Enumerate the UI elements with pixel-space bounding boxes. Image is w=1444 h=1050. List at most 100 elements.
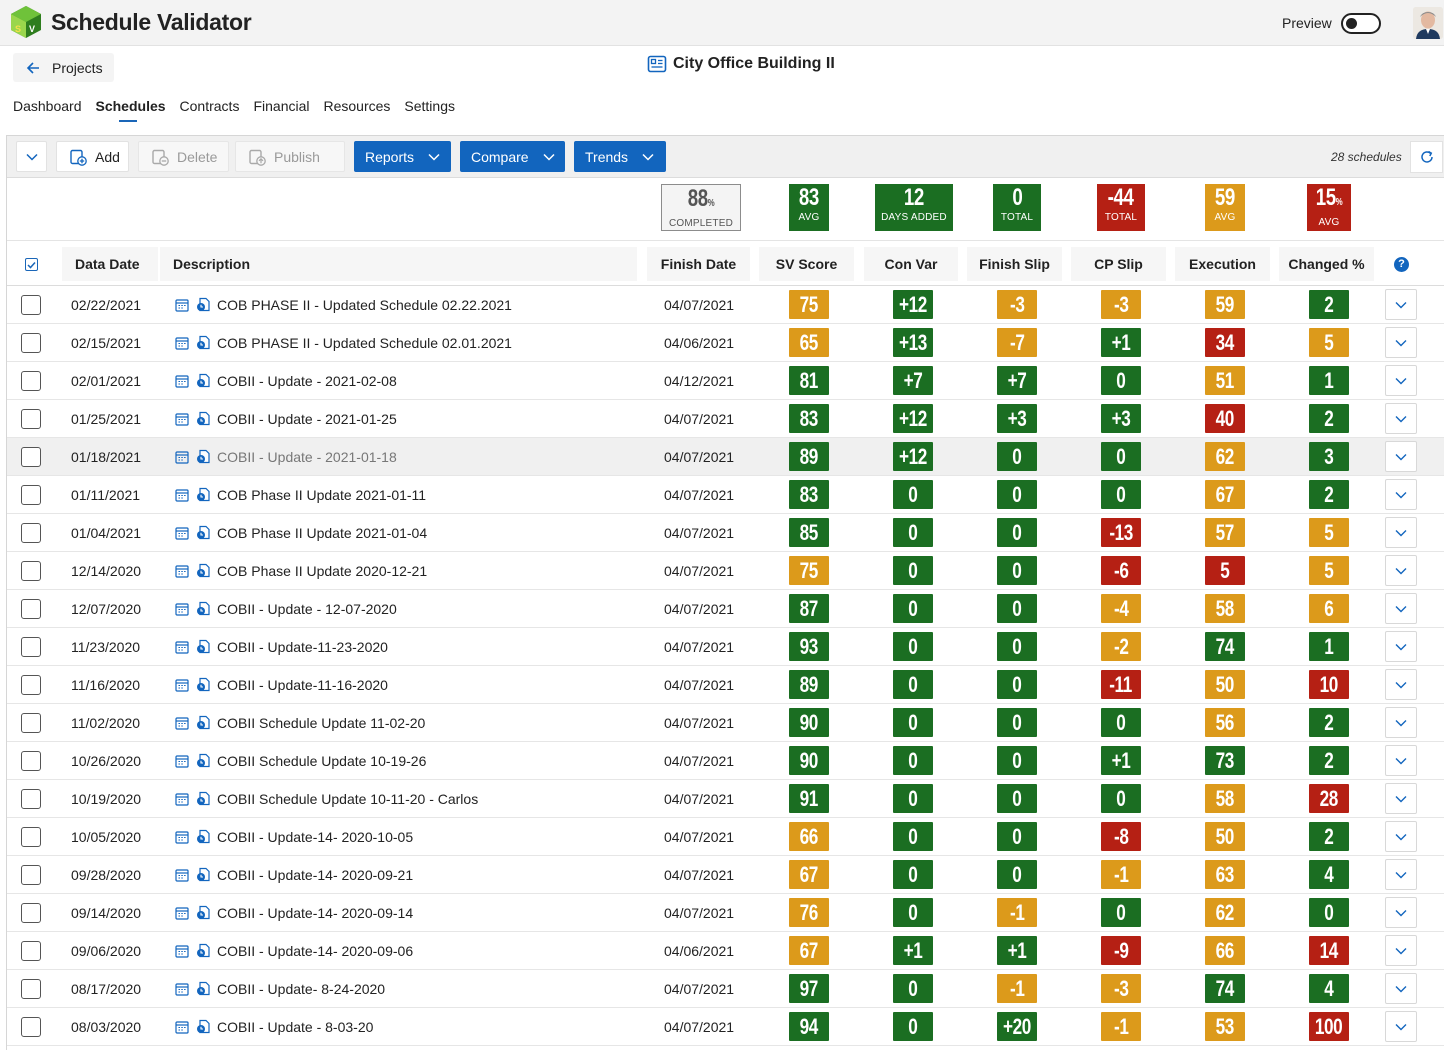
table-row[interactable]: 11/02/2020 COBII Schedule Update 11-02-20… — [7, 704, 1444, 742]
calendar-icon[interactable] — [175, 1020, 189, 1034]
schedule-file-icon[interactable] — [196, 753, 211, 768]
row-checkbox[interactable] — [21, 903, 41, 923]
table-row[interactable]: 02/01/2021 COBII - Update - 2021-02-08 04/… — [7, 362, 1444, 400]
schedule-description[interactable]: COB Phase II Update 2021-01-04 — [217, 525, 428, 541]
table-row[interactable]: 12/14/2020 COB Phase II Update 2020-12-21… — [7, 552, 1444, 590]
schedule-description[interactable]: COB Phase II Update 2020-12-21 — [217, 563, 428, 579]
schedule-file-icon[interactable] — [196, 943, 211, 958]
expand-row-button[interactable] — [1385, 517, 1417, 548]
avatar[interactable] — [1413, 7, 1443, 39]
table-row[interactable]: 01/04/2021 COB Phase II Update 2021-01-04… — [7, 514, 1444, 552]
calendar-icon[interactable] — [175, 564, 189, 578]
col-finish-date[interactable]: Finish Date — [647, 247, 750, 281]
row-checkbox[interactable] — [21, 599, 41, 619]
col-cp-slip[interactable]: CP Slip — [1071, 247, 1166, 281]
expand-row-button[interactable] — [1385, 479, 1417, 510]
schedule-description[interactable]: COBII - Update-14- 2020-09-06 — [217, 943, 414, 959]
schedule-description[interactable]: COBII - Update-14- 2020-09-21 — [217, 867, 414, 883]
schedule-description[interactable]: COBII Schedule Update 11-02-20 — [217, 715, 426, 731]
row-checkbox[interactable] — [21, 371, 41, 391]
schedule-description[interactable]: COBII - Update-11-23-2020 — [217, 639, 388, 655]
row-checkbox[interactable] — [21, 751, 41, 771]
table-row[interactable]: 11/16/2020 COBII - Update-11-16-2020 04/07… — [7, 666, 1444, 704]
row-checkbox[interactable] — [21, 1017, 41, 1037]
select-all-checkbox[interactable] — [25, 258, 38, 271]
schedule-description[interactable]: COBII Schedule Update 10-11-20 - Carlos — [217, 791, 479, 807]
schedule-description[interactable]: COBII - Update- 8-24-2020 — [217, 981, 386, 997]
expand-row-button[interactable] — [1385, 631, 1417, 662]
row-checkbox[interactable] — [21, 561, 41, 581]
add-button[interactable]: Add — [56, 141, 129, 172]
tab-dashboard[interactable]: Dashboard — [13, 98, 82, 114]
calendar-icon[interactable] — [175, 602, 189, 616]
calendar-icon[interactable] — [175, 792, 189, 806]
tab-resources[interactable]: Resources — [323, 98, 391, 114]
col-execution[interactable]: Execution — [1175, 247, 1270, 281]
row-checkbox[interactable] — [21, 675, 41, 695]
expand-row-button[interactable] — [1385, 745, 1417, 776]
row-checkbox[interactable] — [21, 941, 41, 961]
schedule-file-icon[interactable] — [196, 297, 211, 312]
expand-row-button[interactable] — [1385, 973, 1417, 1004]
table-row[interactable]: 01/18/2021 COBII - Update - 2021-01-18 04/… — [7, 438, 1444, 476]
tab-contracts[interactable]: Contracts — [179, 98, 240, 114]
schedule-description[interactable]: COBII - Update - 2021-01-18 — [217, 449, 397, 465]
calendar-icon[interactable] — [175, 982, 189, 996]
col-changed[interactable]: Changed % — [1279, 247, 1374, 281]
schedule-file-icon[interactable] — [196, 639, 211, 654]
back-to-projects-button[interactable]: Projects — [13, 53, 114, 82]
table-row[interactable]: 10/05/2020 COBII - Update-14- 2020-10-05 0… — [7, 818, 1444, 856]
row-checkbox[interactable] — [21, 637, 41, 657]
preview-toggle[interactable] — [1341, 13, 1381, 34]
schedule-file-icon[interactable] — [196, 677, 211, 692]
schedule-description[interactable]: COBII - Update - 2021-01-25 — [217, 411, 397, 427]
schedule-file-icon[interactable] — [196, 449, 211, 464]
col-con-var[interactable]: Con Var — [864, 247, 958, 281]
expand-row-button[interactable] — [1385, 555, 1417, 586]
calendar-icon[interactable] — [175, 830, 189, 844]
schedule-description[interactable]: COBII - Update - 12-07-2020 — [217, 601, 397, 617]
schedule-description[interactable]: COB Phase II Update 2021-01-11 — [217, 487, 427, 503]
row-checkbox[interactable] — [21, 295, 41, 315]
table-row[interactable]: 02/15/2021 COB PHASE II - Updated Schedul… — [7, 324, 1444, 362]
col-sv-score[interactable]: SV Score — [759, 247, 854, 281]
table-row[interactable]: 01/11/2021 COB Phase II Update 2021-01-11… — [7, 476, 1444, 514]
table-row[interactable]: 09/14/2020 COBII - Update-14- 2020-09-14 0… — [7, 894, 1444, 932]
expand-row-button[interactable] — [1385, 593, 1417, 624]
calendar-icon[interactable] — [175, 906, 189, 920]
row-checkbox[interactable] — [21, 979, 41, 999]
row-checkbox[interactable] — [21, 409, 41, 429]
help-icon[interactable]: ? — [1394, 257, 1409, 272]
calendar-icon[interactable] — [175, 488, 189, 502]
schedule-file-icon[interactable] — [196, 905, 211, 920]
row-checkbox[interactable] — [21, 713, 41, 733]
table-row[interactable]: 12/07/2020 COBII - Update - 12-07-2020 04/… — [7, 590, 1444, 628]
schedule-file-icon[interactable] — [196, 829, 211, 844]
calendar-icon[interactable] — [175, 716, 189, 730]
trends-dropdown[interactable]: Trends — [574, 141, 666, 172]
col-finish-slip[interactable]: Finish Slip — [967, 247, 1062, 281]
table-row[interactable]: 01/25/2021 COBII - Update - 2021-01-25 04/… — [7, 400, 1444, 438]
schedule-file-icon[interactable] — [196, 1019, 211, 1034]
calendar-icon[interactable] — [175, 526, 189, 540]
expand-row-button[interactable] — [1385, 783, 1417, 814]
col-description[interactable]: Description — [160, 247, 637, 281]
row-checkbox[interactable] — [21, 485, 41, 505]
schedule-description[interactable]: COBII - Update-14- 2020-09-14 — [217, 905, 414, 921]
row-checkbox[interactable] — [21, 827, 41, 847]
col-data-date[interactable]: Data Date — [62, 247, 158, 281]
expand-row-button[interactable] — [1385, 821, 1417, 852]
expand-row-button[interactable] — [1385, 441, 1417, 472]
expand-row-button[interactable] — [1385, 707, 1417, 738]
collapse-button[interactable] — [16, 141, 47, 172]
schedule-description[interactable]: COBII - Update-14- 2020-10-05 — [217, 829, 414, 845]
row-checkbox[interactable] — [21, 523, 41, 543]
schedule-description[interactable]: COB PHASE II - Updated Schedule 02.01.20… — [217, 335, 512, 351]
calendar-icon[interactable] — [175, 374, 189, 388]
schedule-file-icon[interactable] — [196, 563, 211, 578]
row-checkbox[interactable] — [21, 789, 41, 809]
expand-row-button[interactable] — [1385, 935, 1417, 966]
schedule-file-icon[interactable] — [196, 867, 211, 882]
calendar-icon[interactable] — [175, 754, 189, 768]
table-row[interactable]: 08/03/2020 COBII - Update - 8-03-20 04/07/… — [7, 1008, 1444, 1046]
